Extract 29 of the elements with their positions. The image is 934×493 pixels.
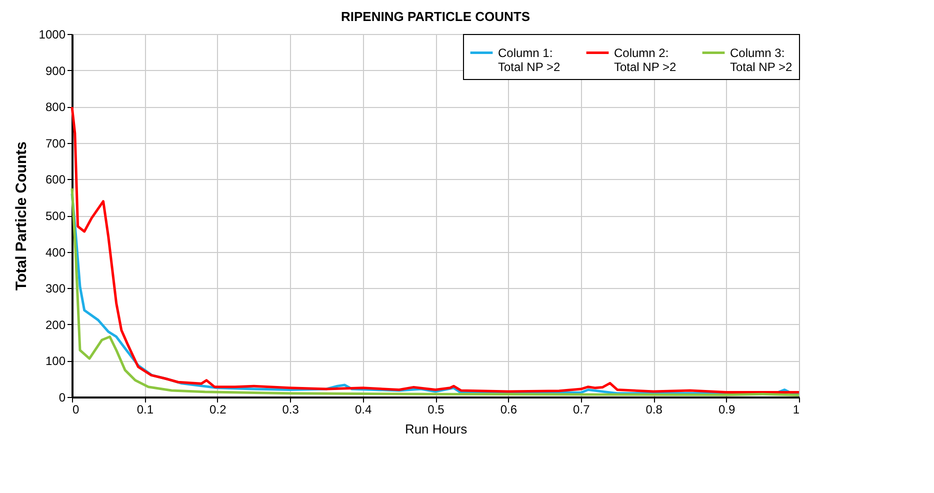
x-tick-label: 0.1	[136, 402, 154, 416]
y-axis-title: Total Particle Counts	[12, 142, 30, 290]
x-tick-label: 0.9	[718, 402, 736, 416]
x-tick-label: 1	[792, 402, 800, 416]
legend-label: Column 3: Total NP >2	[730, 46, 792, 74]
chart-title: RIPENING PARTICLE COUNTS	[341, 9, 530, 24]
y-tick-label: 600	[45, 172, 66, 187]
y-tick-label: 700	[45, 136, 66, 150]
y-tick-label: 100	[45, 354, 66, 368]
y-tick-label: 500	[45, 209, 66, 223]
x-tick-label: 0	[72, 402, 80, 416]
x-tick-label: 0.4	[354, 402, 372, 416]
y-tick-label: 0	[58, 390, 66, 404]
y-tick-label: 300	[45, 282, 66, 296]
x-tick-label: 0.5	[428, 402, 445, 416]
x-tick-label: 0.6	[500, 402, 518, 416]
legend-label: Column 2: Total NP >2	[614, 46, 676, 74]
x-tick-label: 0.2	[210, 402, 227, 416]
y-tick-label: 400	[45, 245, 66, 260]
x-axis-title: Run Hours	[404, 422, 468, 436]
y-tick-label: 200	[45, 318, 66, 332]
line-series	[70, 106, 800, 394]
x-tick-label: 0.3	[282, 402, 300, 416]
y-tick-label: 900	[45, 64, 66, 78]
y-tick-label: 1000	[38, 28, 66, 42]
x-tick-label: 0.7	[573, 402, 590, 416]
x-tick-label: 0.8	[646, 402, 663, 416]
legend-label: Column 1: Total NP >2	[498, 46, 560, 74]
y-tick-label: 800	[45, 100, 66, 114]
